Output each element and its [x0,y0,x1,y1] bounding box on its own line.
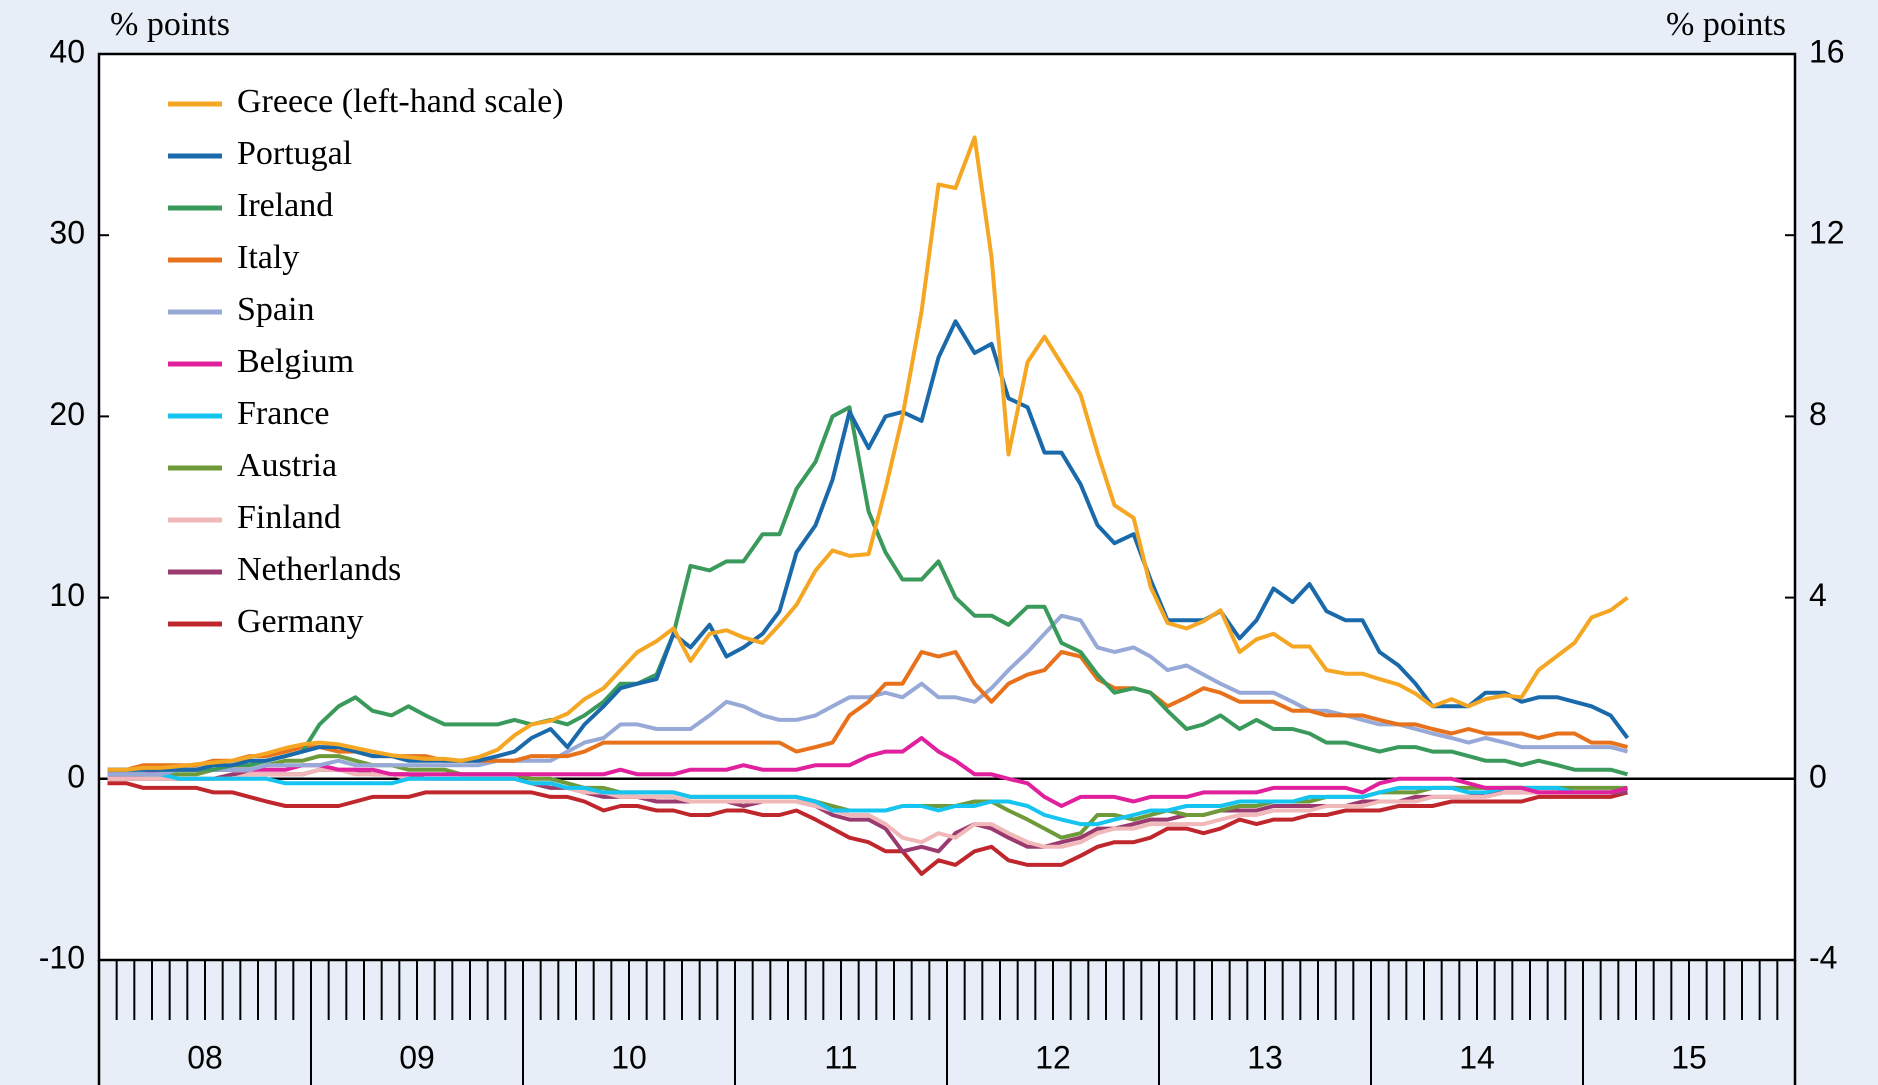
y2-tick-label: 8 [1809,396,1827,432]
y2-tick-label: 4 [1809,577,1827,613]
series-line [107,767,1629,849]
legend-label: Finland [237,499,341,536]
x-tick-label: 11 [824,1039,857,1075]
y-tick-label: 10 [49,577,85,613]
y2-tick-label: 0 [1809,758,1827,794]
legend-label: Netherlands [237,551,401,588]
plot-frame [97,52,1797,962]
legend-label: Portugal [237,135,352,172]
y-tick-label: 30 [49,215,85,251]
y2-tick-label: -4 [1809,939,1837,975]
legend-label: Greece (left-hand scale) [237,83,564,120]
series-line [107,781,1629,876]
x-tick-label: 13 [1247,1039,1283,1075]
y-axis-label: % points [110,6,230,43]
legend-label: France [237,395,330,432]
series-line [107,405,1629,777]
legend-label: Ireland [237,187,333,224]
x-tick-label: 15 [1671,1039,1707,1075]
legend-label: Italy [237,239,299,276]
y-tick-label: 20 [49,396,85,432]
legend-label: Austria [237,447,337,484]
y2-tick-label: 12 [1809,215,1845,251]
x-tick-label: 10 [611,1039,647,1075]
series-line [107,772,1629,827]
y-tick-label: 0 [67,758,85,794]
series-line [107,736,1629,808]
x-tick-label: 14 [1459,1039,1495,1075]
plot-area [99,54,1795,960]
x-tick-label: 12 [1035,1039,1071,1075]
series-line [107,135,1629,772]
legend-label: Spain [237,291,314,328]
series-line [107,319,1630,772]
legend-label: Belgium [237,343,354,380]
series-line [107,613,1629,777]
x-tick-label: 09 [399,1039,435,1075]
y2-tick-label: 16 [1809,33,1845,69]
x-tick-label: 08 [187,1039,223,1075]
y-tick-label: 40 [49,33,85,69]
y-tick-label: -10 [39,939,85,975]
legend-label: Germany [237,603,364,640]
y2-axis-label: % points [1666,6,1786,43]
